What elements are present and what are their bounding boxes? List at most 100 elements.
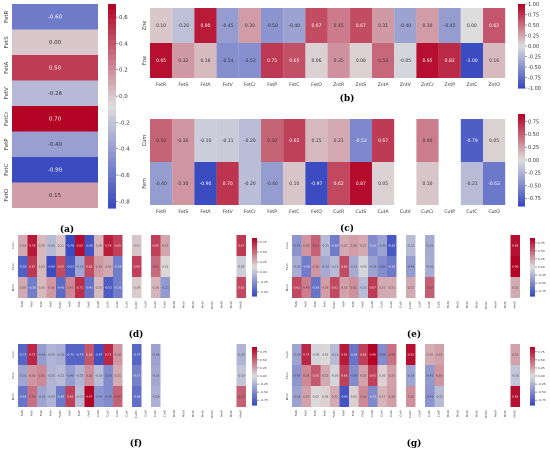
cell-value-label: 0.51 [313, 243, 319, 247]
colorbar-segment [252, 383, 257, 386]
heatmap-cell [320, 365, 330, 386]
heatmap-cell [349, 344, 359, 365]
cell-value-label: 0.00 [467, 23, 477, 29]
heatmap-cell [84, 365, 94, 386]
heatmap-cell [377, 365, 387, 386]
heatmap-cell [460, 119, 483, 162]
colorbar-segment [252, 258, 257, 261]
colorbar-tick-label: -0.25 [528, 54, 541, 60]
column-label: MntS [455, 410, 459, 417]
cell-value-label: 0.25 [389, 373, 395, 377]
column-label: CutV [124, 301, 128, 308]
colorbar-segment [108, 172, 116, 178]
colorbar-segment [530, 351, 535, 354]
colorbar-segment [530, 355, 535, 358]
cell-value-label: -0.05 [360, 264, 367, 268]
cell-value-label: 0.85 [408, 352, 414, 356]
cell-value-label: -0.35 [38, 394, 45, 398]
colorbar-segment [518, 127, 525, 131]
heatmap-cell [46, 386, 56, 407]
cell-value-label: 0.15 [49, 193, 62, 199]
cell-value-label: -0.36 [293, 394, 300, 398]
column-label: CutS [355, 209, 366, 215]
colorbar-tick-label: 0.50 [528, 23, 539, 29]
cell-value-label: -0.05 [399, 58, 411, 64]
colorbar-segment [252, 354, 257, 357]
heatmap-cell [132, 235, 142, 256]
heatmap-cell [12, 29, 98, 55]
colorbar-segment [252, 394, 257, 397]
colorbar-segment [252, 271, 257, 274]
cell-value-label: -0.36 [369, 264, 376, 268]
colorbar-segment [530, 387, 535, 390]
heatmap-cell [65, 365, 75, 386]
cell-value-label: 0.30 [245, 23, 255, 29]
heatmap-cell [349, 386, 359, 407]
heatmap-cell [510, 365, 520, 386]
colorbar-segment [530, 271, 535, 274]
cell-value-label: 0.16 [200, 58, 210, 64]
heatmap-cell [339, 256, 349, 277]
cell-value-label: 0.00 [49, 40, 62, 46]
cell-value-label: -0.40 [67, 373, 74, 377]
cell-value-label: 0.21 [389, 285, 395, 289]
colorbar-segment [518, 41, 525, 45]
colorbar-segment [518, 31, 525, 34]
column-label: FetA [200, 209, 211, 215]
heatmap-cell [339, 386, 349, 407]
heatmap-cell [113, 365, 123, 386]
cell-value-label: -0.50 [266, 23, 278, 29]
cell-value-label: 0.65 [153, 243, 159, 247]
cell-value-label: -0.20 [177, 23, 189, 29]
heatmap-cell [12, 80, 98, 106]
heatmap-cell [94, 256, 104, 277]
colorbar-tick-label: -0.50 [528, 65, 541, 71]
cell-value-label: -0.40 [266, 181, 278, 187]
colorbar-segment [518, 73, 525, 76]
column-label: FetP [341, 410, 345, 416]
colorbar-segment [530, 370, 535, 373]
cell-value-label: -0.52 [105, 285, 112, 289]
colorbar-segment [252, 259, 257, 262]
heatmap-cell [377, 344, 387, 365]
column-label: MntV [474, 301, 478, 308]
colorbar-segment [252, 285, 257, 288]
heatmap-cell [301, 235, 311, 256]
cell-value-label: 0.25 [39, 243, 45, 247]
colorbar-segment [530, 248, 535, 251]
heatmap-cell [416, 43, 439, 78]
column-label: FetC [289, 209, 299, 215]
colorbar-segment [108, 14, 116, 20]
colorbar-segment [518, 75, 525, 79]
colorbar-tick-label: -0.6 [119, 173, 130, 179]
cell-value-label: 0.16 [489, 58, 499, 64]
heatmap-cell [103, 365, 113, 386]
column-label: CutC [427, 301, 431, 308]
cell-value-label: 0.30 [20, 243, 26, 247]
cell-value-label: 0.90 [200, 23, 210, 29]
column-label: CutA [378, 209, 390, 215]
heatmap-cell [372, 162, 395, 205]
cell-value-label: -1.00 [466, 58, 478, 64]
heatmap-cell [283, 119, 306, 162]
cell-value-label: 0.05 [489, 138, 499, 144]
colorbar-segment [518, 56, 525, 60]
column-label: FetR [156, 209, 167, 215]
cell-value-label: 0.60 [341, 264, 347, 268]
heatmap-cell [387, 386, 397, 407]
column-label: CutA [389, 301, 393, 308]
colorbar-segment [518, 164, 525, 168]
heatmap-cell [194, 8, 217, 43]
column-label: MntP [219, 410, 223, 417]
colorbar-tick-label: -0.75 [260, 398, 268, 402]
colorbar-segment [252, 267, 257, 270]
heatmap-cell [394, 43, 417, 78]
heatmap-cell [46, 256, 56, 277]
colorbar-segment [530, 284, 535, 287]
colorbar-segment [518, 48, 525, 51]
cell-value-label: -0.40 [288, 23, 300, 29]
cell-value-label: 0.67 [370, 285, 376, 289]
column-label: ZntO [488, 82, 500, 88]
colorbar-segment [530, 361, 535, 364]
heatmap-cell [358, 365, 368, 386]
